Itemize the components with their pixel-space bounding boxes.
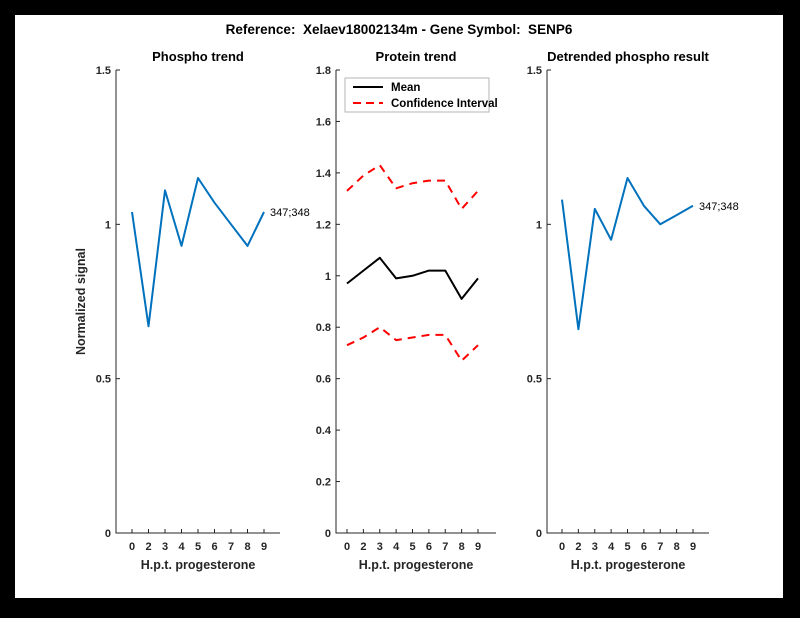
x-axis-label: H.p.t. progesterone: [571, 558, 686, 572]
x-tick-label: 9: [690, 541, 696, 553]
x-tick-label: 0: [559, 541, 565, 553]
x-tick-label: 8: [459, 541, 465, 553]
x-tick-label: 2: [145, 541, 151, 553]
figure-title: Reference: Xelaev18002134m - Gene Symbol…: [225, 22, 573, 37]
y-tick-label: 0: [325, 528, 331, 540]
subplot-2: 00.20.40.60.811.21.41.61.80 2 3 4 5 6 7 8 9Prote…: [316, 49, 498, 572]
series-end-label: 347;348: [699, 201, 739, 213]
x-tick-label: 6: [211, 541, 217, 553]
legend-box: [344, 77, 490, 113]
y-tick-label: 1: [536, 219, 542, 231]
y-tick-label: 1: [105, 219, 111, 231]
x-tick-label: 7: [228, 541, 234, 553]
y-tick-label: 0.2: [316, 477, 331, 489]
x-tick-label: 3: [162, 541, 168, 553]
x-tick-label: 4: [608, 541, 615, 553]
x-axis-label: H.p.t. progesterone: [141, 558, 256, 572]
y-tick-label: 0.5: [96, 374, 111, 386]
x-tick-label: 2: [360, 541, 366, 553]
y-tick-label: 1: [325, 271, 331, 283]
x-tick-label: 8: [674, 541, 680, 553]
y-tick-label: 1.6: [316, 116, 331, 128]
series-line-0: [561, 177, 694, 331]
series-line-2: [346, 326, 479, 362]
x-tick-label: 6: [426, 541, 432, 553]
figure-canvas: Reference: Xelaev18002134m - Gene Symbol…: [15, 15, 783, 598]
series-line-0: [131, 177, 265, 328]
subplot-title: Phospho trend: [152, 49, 244, 64]
subplot-title: Protein trend: [376, 49, 457, 64]
y-tick-label: 0: [536, 528, 542, 540]
y-tick-label: 0.4: [316, 425, 332, 437]
y-tick-label: 0.8: [316, 322, 331, 334]
x-axis-label: H.p.t. progesterone: [359, 558, 474, 572]
axes-spines: [115, 70, 280, 534]
y-tick-label: 1.5: [527, 65, 542, 77]
series-line-0: [346, 256, 479, 300]
series-end-label: 347;348: [270, 207, 310, 219]
x-tick-label: 3: [592, 541, 598, 553]
subplot-title: Detrended phospho result: [547, 49, 709, 64]
y-axis-label: Normalized signal: [74, 248, 88, 355]
x-tick-label: 2: [575, 541, 581, 553]
x-tick-label: 5: [624, 541, 630, 553]
y-tick-label: 1.8: [316, 65, 331, 77]
y-tick-label: 0.6: [316, 374, 331, 386]
x-tick-label: 3: [377, 541, 383, 553]
y-tick-label: 0: [105, 528, 111, 540]
legend-entry-label: Mean: [391, 82, 420, 94]
y-tick-label: 0.5: [527, 374, 542, 386]
x-tick-label: 5: [409, 541, 415, 553]
legend: Mean Confidence Interval: [344, 77, 498, 113]
axes-spines: [335, 70, 496, 534]
x-tick-label: 4: [178, 541, 185, 553]
x-tick-label: 7: [442, 541, 448, 553]
legend-entry-label: Confidence Interval: [391, 98, 498, 110]
x-tick-label: 5: [195, 541, 201, 553]
x-tick-label: 8: [244, 541, 250, 553]
x-tick-label: 6: [641, 541, 647, 553]
x-tick-label: 9: [261, 541, 267, 553]
x-tick-label: 7: [657, 541, 663, 553]
y-tick-label: 1.2: [316, 219, 331, 231]
x-tick-label: 9: [475, 541, 481, 553]
x-tick-label: 0: [129, 541, 135, 553]
axes-spines: [546, 70, 709, 534]
series-line-1: [346, 164, 479, 210]
x-tick-label: 4: [393, 541, 400, 553]
x-tick-label: 0: [344, 541, 350, 553]
y-tick-label: 1.4: [316, 168, 332, 180]
y-tick-label: 1.5: [96, 65, 111, 77]
